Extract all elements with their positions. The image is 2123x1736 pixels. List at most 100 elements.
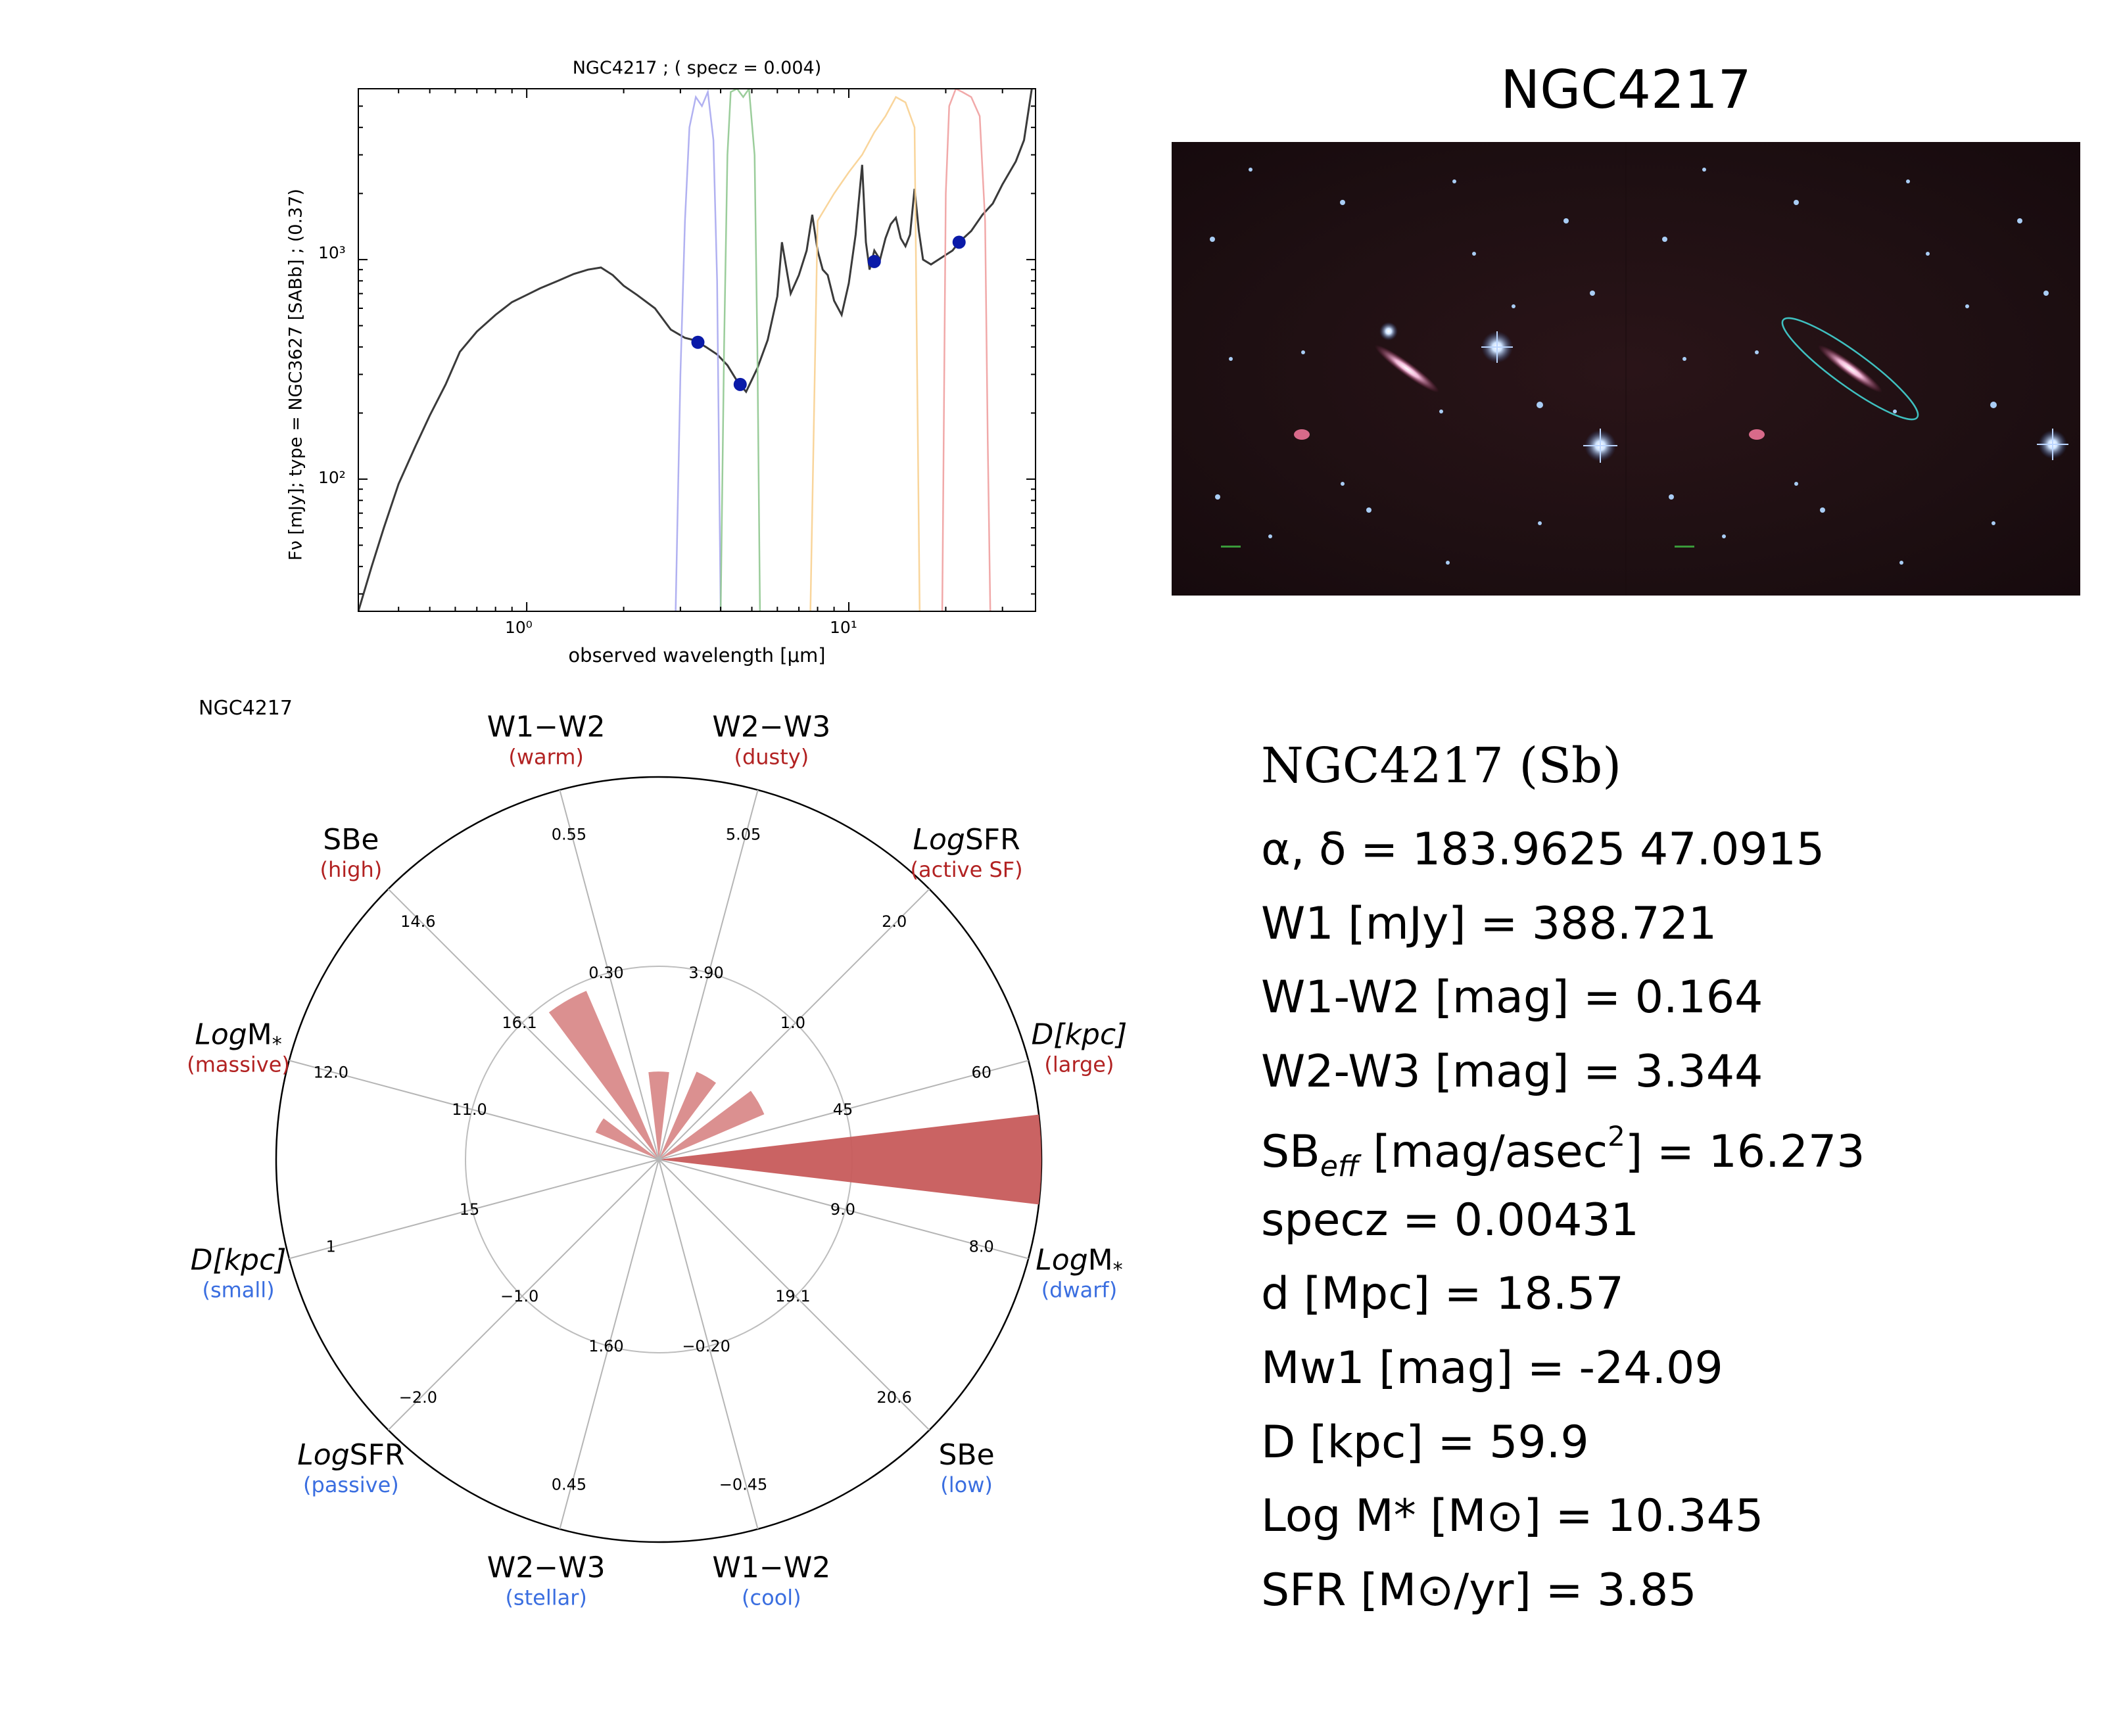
radar-tick-label: 1.0 (780, 1014, 805, 1032)
radar-tick-label: 9.0 (830, 1200, 855, 1219)
radar-tick-label: 12.0 (314, 1063, 348, 1081)
radar-axis-note: (low) (940, 1472, 993, 1497)
radar-tick-label: 1 (326, 1238, 336, 1256)
radar-axis-name: SBe (939, 1438, 995, 1472)
radar-spoke (658, 1159, 930, 1431)
radar-wedge (595, 1118, 659, 1160)
radar-tick-label: −0.20 (682, 1337, 730, 1355)
radar-tick-label: 19.1 (775, 1287, 810, 1305)
sed-frame (358, 88, 1036, 612)
radar-wedge (548, 991, 659, 1160)
radar-tick-label: 8.0 (969, 1238, 994, 1256)
radar-axis-note: (dwarf) (1041, 1277, 1117, 1302)
radar-tick-label: 0.30 (588, 964, 623, 982)
radar-axis-name-log: Log (913, 823, 965, 856)
radar-tick-label: 16.1 (502, 1014, 537, 1032)
radar-spoke (658, 1060, 1029, 1160)
info-sb-sub: eff (1320, 1150, 1359, 1183)
radar-axis-name: LogM* (1036, 1243, 1122, 1281)
sed-filter-curve-4 (941, 89, 991, 611)
radar-tick-label: 11.0 (452, 1100, 487, 1119)
radar-tick-label: 60 (971, 1063, 991, 1081)
radar-spoke (559, 1159, 659, 1530)
radar-axis-name: SBe (323, 823, 379, 856)
radar-axis-note: (large) (1044, 1052, 1114, 1077)
radar-tick-label: −1.0 (500, 1287, 538, 1305)
radar-wedge (659, 1091, 765, 1160)
sed-y-tick-1000: 10³ (318, 243, 346, 262)
sed-spectrum-line (358, 89, 1033, 611)
radar-spoke (559, 789, 659, 1160)
radar-axis-note: (high) (320, 857, 383, 882)
info-coords: α, δ = 183.9625 47.0915 (1261, 824, 1825, 876)
info-sb-value: ] = 16.273 (1625, 1126, 1865, 1178)
sed-filter-curve-2 (719, 89, 761, 611)
radar-axis-name-quantity: M (1088, 1243, 1113, 1277)
radar-title: NGC4217 (199, 697, 293, 720)
info-sb-sup: 2 (1608, 1120, 1625, 1152)
info-diameter: D [kpc] = 59.9 (1261, 1417, 1589, 1468)
radar-spoke (658, 1159, 759, 1530)
galaxy-image-drawing (1210, 142, 2068, 596)
radar-axis-note: (passive) (303, 1472, 399, 1497)
radar-tick-label: 14.6 (400, 912, 435, 931)
radar-axis-note: (small) (202, 1277, 274, 1302)
sed-photometry-point (867, 254, 881, 268)
sed-x-tick-10: 10¹ (830, 618, 857, 637)
radar-axis-name: LogSFR (913, 823, 1020, 856)
radar-spoke (387, 1159, 659, 1431)
sed-filter-curve-3 (809, 95, 921, 611)
sed-title: NGC4217 ; ( specz = 0.004) (572, 58, 822, 78)
info-sb-unit: [mag/asec (1358, 1126, 1608, 1178)
radar-wedge (659, 1114, 1041, 1205)
radar-spoke (387, 888, 659, 1160)
radar-tick-label: −2.0 (399, 1388, 437, 1407)
galaxy-image (1172, 142, 2080, 596)
radar-axis-name: W1−W2 (487, 711, 606, 744)
radar-axis-note: (cool) (742, 1585, 801, 1610)
radar-tick-label: 0.45 (552, 1476, 586, 1494)
radar-axis-note: (active SF) (911, 857, 1023, 882)
sed-y-tick-100: 10² (318, 468, 346, 487)
radar-axis-note: (warm) (508, 745, 584, 770)
radar-axis-name: D[kpc] (191, 1243, 287, 1277)
info-w1: W1 [mJy] = 388.721 (1261, 898, 1717, 950)
info-surface-brightness: SBeff [mag/asec2] = 16.273 (1261, 1120, 1865, 1183)
radar-tick-label: 15 (460, 1200, 480, 1219)
radar-wedge (659, 1071, 717, 1160)
radar-axis-name-quantity: M (247, 1018, 272, 1052)
info-mw1: Mw1 [mag] = -24.09 (1261, 1342, 1723, 1394)
info-log-mass: Log M* [M⊙] = 10.345 (1261, 1490, 1764, 1542)
radar-axis-name-log: Log (297, 1438, 349, 1472)
info-w1-w2: W1-W2 [mag] = 0.164 (1261, 972, 1763, 1023)
radar-axis-name-log: Log (195, 1018, 247, 1052)
radar-axis-note: (massive) (187, 1052, 290, 1077)
radar-tick-label: 20.6 (876, 1388, 911, 1407)
radar-axis-note: (dusty) (734, 745, 809, 770)
radar-wedge (648, 1071, 669, 1160)
radar-tick-label: 3.90 (688, 964, 723, 982)
sed-x-axis-label: observed wavelength [μm] (568, 644, 826, 667)
info-sfr: SFR [M⊙/yr] = 3.85 (1261, 1564, 1697, 1616)
radar-axis-name-subscript: * (1113, 1258, 1123, 1281)
info-heading: NGC4217 (Sb) (1261, 738, 1622, 794)
radar-axis-name-log: Log (1036, 1243, 1087, 1277)
sed-photometry-point (733, 377, 747, 391)
radar-axis-name-subscript: * (272, 1033, 282, 1056)
radar-spoke (658, 1159, 1029, 1259)
radar-spoke (289, 1159, 659, 1259)
image-title: NGC4217 (1500, 59, 1752, 120)
radar-axis-name-quantity: SFR (350, 1438, 405, 1472)
radar-spoke (658, 888, 930, 1160)
sed-series-group (358, 89, 1033, 611)
sed-photometry-point (691, 335, 705, 349)
radar-tick-label: −0.45 (719, 1476, 768, 1494)
radar-axis-note: (stellar) (505, 1585, 586, 1610)
radar-axis-name: W1−W2 (712, 1551, 830, 1584)
sed-filter-curve-1 (675, 89, 722, 611)
radar-axis-name-d: D[kpc] (191, 1243, 287, 1277)
radar-axis-name: W2−W3 (487, 1551, 606, 1584)
radar-axis-name-quantity: SFR (965, 823, 1020, 856)
